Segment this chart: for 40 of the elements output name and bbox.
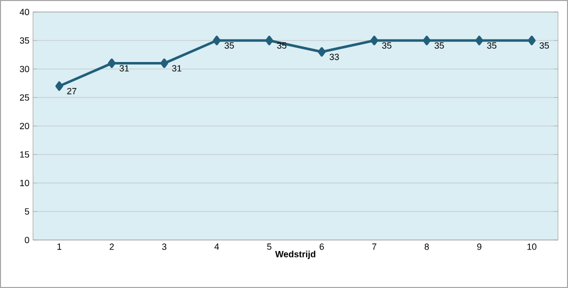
y-tick-label: 10	[20, 180, 30, 186]
x-tick-label: 7	[372, 244, 376, 250]
point	[265, 36, 274, 46]
data-label: 33	[330, 54, 339, 60]
y-tick-label: 20	[20, 122, 30, 130]
x-tick-label: 1	[57, 244, 62, 250]
x-tick-label: 3	[162, 244, 166, 250]
y-tick-label: 30	[20, 66, 30, 72]
x-tick-label: 6	[320, 244, 324, 250]
data-label: 35	[224, 42, 234, 49]
point	[370, 36, 378, 46]
x-tick-label: 8	[424, 244, 429, 250]
y-tick-label: 15	[20, 151, 30, 158]
x-tick-label: 4	[214, 244, 219, 250]
data-label: 35	[487, 42, 496, 49]
x-axis-title: Wedstrijd	[275, 250, 316, 260]
y-tick-label: 40	[20, 8, 30, 16]
y-tick-label: 35	[20, 37, 30, 44]
x-tick-label: 9	[477, 244, 482, 250]
y-tick-label: 0	[24, 236, 30, 244]
data-label: 35	[277, 42, 286, 49]
x-tick-label: 2	[110, 244, 114, 250]
data-label: 35	[382, 42, 392, 49]
point	[160, 58, 168, 68]
data-label: 31	[120, 65, 129, 72]
y-tick-label: 5	[24, 208, 30, 215]
data-label: 35	[540, 42, 549, 49]
point	[475, 36, 484, 46]
point	[55, 81, 64, 91]
point	[528, 36, 536, 46]
x-tick-label: 10	[527, 244, 536, 250]
y-tick-label: 25	[20, 94, 30, 101]
point	[212, 36, 221, 46]
data-label: 27	[67, 88, 76, 94]
point	[318, 47, 326, 57]
point	[108, 58, 116, 68]
point	[422, 36, 431, 46]
data-label: 31	[172, 65, 182, 72]
x-tick-label: 5	[267, 244, 272, 250]
data-label: 35	[434, 42, 444, 49]
